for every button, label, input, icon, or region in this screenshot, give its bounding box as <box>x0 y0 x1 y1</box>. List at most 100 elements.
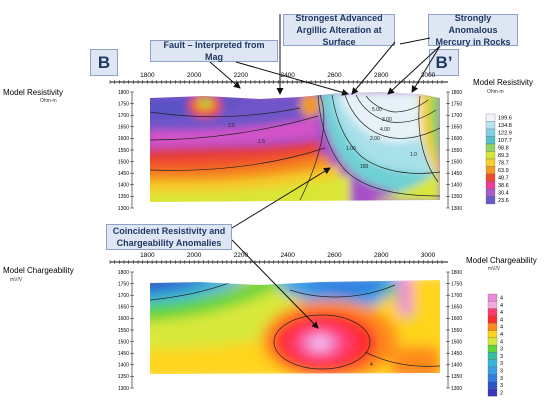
mercury-arrow-1 <box>411 45 441 93</box>
y-tick-label: 1500 <box>118 159 129 165</box>
x-tick-label: 3000 <box>421 72 436 79</box>
svg-text:3.00: 3.00 <box>382 117 392 123</box>
legend-label: 3 <box>500 354 503 360</box>
x-tick-label: 1800 <box>140 252 155 259</box>
x-tick-label: 2800 <box>374 72 389 79</box>
y-tick-label: 1700 <box>451 293 462 299</box>
legend-label: 4 <box>500 332 503 338</box>
legend-label: 4 <box>500 325 503 331</box>
legend-label: 3 <box>500 376 503 382</box>
chargeability-section: 4 <box>150 280 440 374</box>
legend-label: 4 <box>500 339 503 345</box>
chargeability-legend-title: Model Chargeability <box>466 256 537 265</box>
y-tick-label: 1750 <box>118 281 129 287</box>
legend-label: 23.6 <box>498 198 509 204</box>
y-tick-label: 1700 <box>451 113 462 119</box>
legend-swatch <box>487 352 498 360</box>
mercury-callout: Strongly Anomalous Mercury in Rocks <box>428 13 518 47</box>
legend-swatch <box>487 323 498 331</box>
legend-swatch <box>487 308 498 317</box>
chargeability-y-unit: mV/V <box>10 277 23 283</box>
legend-label: 134.8 <box>498 123 512 129</box>
legend-swatch <box>487 381 498 390</box>
y-tick-label: 1700 <box>118 293 129 299</box>
legend-swatch <box>485 166 496 175</box>
legend-swatch <box>487 388 498 397</box>
legend-label: 199.6 <box>498 116 512 122</box>
y-tick-label: 1500 <box>451 159 462 165</box>
svg-text:2.00: 2.00 <box>370 136 380 142</box>
chargeability-y-title: Model Chargeability <box>3 266 74 275</box>
y-tick-label: 1600 <box>451 136 462 142</box>
y-tick-label: 1800 <box>118 90 129 96</box>
y-tick-label: 1350 <box>451 374 462 380</box>
legend-swatch <box>487 366 498 375</box>
annotation-arrows <box>209 14 441 329</box>
y-tick-label: 1800 <box>451 270 462 276</box>
legend-label: 3 <box>500 383 503 389</box>
y-tick-label: 1550 <box>451 148 462 154</box>
legend-label: 63.9 <box>498 168 509 174</box>
mercury-arrow-left <box>399 37 431 45</box>
coincident-callout: Coincident Resistivity and Chargeability… <box>106 224 232 250</box>
legend-swatch <box>485 151 496 160</box>
x-tick-label: 1800 <box>140 72 155 79</box>
legend-swatch <box>485 128 496 137</box>
x-tick-label: 2400 <box>280 252 295 259</box>
legend-label: 122.9 <box>498 131 512 137</box>
x-tick-label: 2200 <box>234 72 249 79</box>
legend-swatch <box>487 337 498 346</box>
legend-label: 30.4 <box>498 191 509 197</box>
y-tick-label: 1400 <box>451 183 462 189</box>
y-tick-label: 1650 <box>118 125 129 131</box>
fault-arrow-right <box>235 61 349 96</box>
svg-text:2.5: 2.5 <box>228 123 235 129</box>
y-tick-label: 1750 <box>451 101 462 107</box>
x-tick-label: 2200 <box>234 252 249 259</box>
y-tick-label: 1650 <box>451 125 462 131</box>
svg-text:1.00: 1.00 <box>346 146 356 152</box>
legend-swatch <box>485 113 496 122</box>
y-tick-label: 1500 <box>118 339 129 345</box>
y-tick-label: 1600 <box>118 136 129 142</box>
legend-label: 4 <box>500 310 503 316</box>
argillic-callout: Strongest Advanced Argillic Alteration a… <box>283 13 395 47</box>
section-label-left: B <box>90 49 118 76</box>
svg-text:150: 150 <box>360 164 369 170</box>
legend-swatch <box>487 330 498 338</box>
x-tick-label: 2600 <box>327 72 342 79</box>
y-tick-label: 1350 <box>451 194 462 200</box>
legend-swatch <box>487 374 498 382</box>
legend-swatch <box>485 181 496 190</box>
legend-label: 3 <box>500 361 503 367</box>
legend-swatch <box>485 121 496 130</box>
resistivity-axes: 1800 2000 2200 2400 2600 2800 3000 1800 1750 1700… <box>109 72 462 212</box>
chargeability-legend-unit: mV/V <box>488 266 501 272</box>
x-tick-label: 2400 <box>280 72 295 79</box>
y-tick-label: 1750 <box>118 101 129 107</box>
y-tick-label: 1300 <box>451 206 462 212</box>
y-tick-label: 1450 <box>118 171 129 177</box>
argillic-connector <box>351 41 396 95</box>
y-tick-label: 1500 <box>451 339 462 345</box>
resistivity-legend-unit: Ohm-m <box>487 89 504 95</box>
y-tick-label: 1550 <box>118 148 129 154</box>
y-tick-label: 1450 <box>118 351 129 357</box>
legend-label: 2 <box>500 390 503 396</box>
y-tick-label: 1300 <box>451 386 462 392</box>
svg-text:4: 4 <box>370 362 373 368</box>
svg-text:1.5: 1.5 <box>258 139 265 145</box>
legend-swatch <box>485 188 496 197</box>
legend-swatch <box>487 301 498 309</box>
svg-text:1.0: 1.0 <box>410 152 417 158</box>
legend-label: 48.7 <box>498 176 509 182</box>
legend-swatch <box>485 173 496 182</box>
legend-label: 107.7 <box>498 138 512 144</box>
legend-label: 38.6 <box>498 183 509 189</box>
y-tick-label: 1600 <box>118 316 129 322</box>
y-tick-label: 1650 <box>451 305 462 311</box>
legend-label: 4 <box>500 317 503 323</box>
x-tick-label: 2800 <box>374 252 389 259</box>
